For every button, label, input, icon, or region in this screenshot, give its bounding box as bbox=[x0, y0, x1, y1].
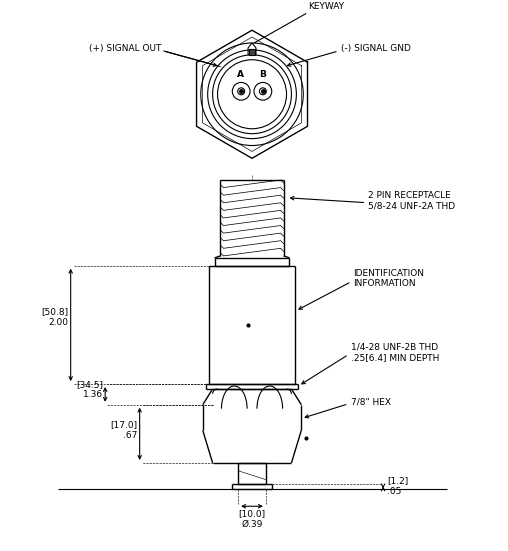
Text: B: B bbox=[260, 71, 266, 79]
Text: [34.5]
1.36: [34.5] 1.36 bbox=[76, 380, 103, 399]
Bar bbox=[248, 49, 256, 55]
Text: IDENTIFICATION
INFORMATION: IDENTIFICATION INFORMATION bbox=[354, 269, 425, 288]
Text: [1.2]
.05: [1.2] .05 bbox=[387, 476, 408, 496]
Text: [17.0]
.67: [17.0] .67 bbox=[111, 420, 138, 440]
Text: KEYWAY: KEYWAY bbox=[308, 2, 344, 12]
Text: 1/4-28 UNF-2B THD
.25[6.4] MIN DEPTH: 1/4-28 UNF-2B THD .25[6.4] MIN DEPTH bbox=[351, 343, 439, 362]
Circle shape bbox=[260, 88, 266, 95]
Text: 7/8" HEX: 7/8" HEX bbox=[351, 397, 391, 406]
Text: (+) SIGNAL OUT: (+) SIGNAL OUT bbox=[89, 45, 162, 53]
Text: A: A bbox=[237, 71, 244, 79]
Text: [10.0]
Ø.39: [10.0] Ø.39 bbox=[238, 509, 266, 528]
Circle shape bbox=[238, 88, 245, 95]
Text: [50.8]
2.00: [50.8] 2.00 bbox=[42, 307, 69, 327]
Circle shape bbox=[232, 83, 250, 100]
Text: (-) SIGNAL GND: (-) SIGNAL GND bbox=[341, 45, 410, 53]
Circle shape bbox=[254, 83, 272, 100]
Text: 2 PIN RECEPTACLE
5/8-24 UNF-2A THD: 2 PIN RECEPTACLE 5/8-24 UNF-2A THD bbox=[368, 191, 456, 210]
